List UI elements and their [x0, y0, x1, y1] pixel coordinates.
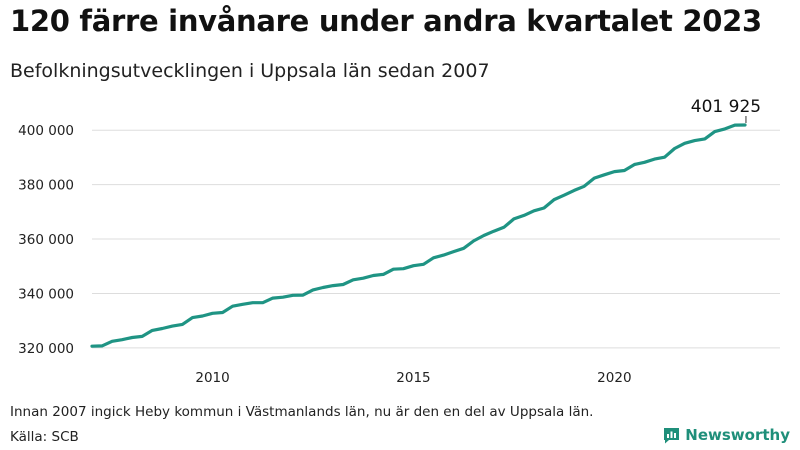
- population-line-chart: 320 000 340 000 360 000 380 000 400 000 2010…: [18, 97, 780, 386]
- x-tick-label: 2015: [396, 370, 430, 386]
- chart-subtitle: Befolkningsutvecklingen i Uppsala län se…: [10, 60, 490, 82]
- y-tick-label: 340 000: [18, 286, 74, 302]
- chart-title: 120 färre invånare under andra kvartalet…: [10, 4, 762, 38]
- brand-name: Newsworthy: [685, 426, 790, 444]
- y-tick-label: 320 000: [18, 341, 74, 357]
- end-value-label: 401 925: [691, 97, 761, 117]
- x-tick-label: 2020: [597, 370, 631, 386]
- y-tick-label: 360 000: [18, 232, 74, 248]
- population-series-line: [90, 123, 747, 348]
- chart-footnote: Innan 2007 ingick Heby kommun i Västmanl…: [10, 404, 594, 420]
- x-tick-label: 2010: [195, 370, 229, 386]
- y-tick-label: 400 000: [18, 123, 74, 139]
- x-axis-tick-labels: 2010 2015 2020: [195, 370, 631, 386]
- chart-bars-icon: [664, 427, 680, 443]
- chart-source: Källa: SCB: [10, 429, 79, 445]
- y-gridlines: [92, 129, 780, 349]
- newsworthy-logo[interactable]: Newsworthy: [663, 426, 790, 444]
- y-axis-tick-labels: 320 000 340 000 360 000 380 000 400 000: [18, 123, 74, 357]
- y-tick-label: 380 000: [18, 178, 74, 194]
